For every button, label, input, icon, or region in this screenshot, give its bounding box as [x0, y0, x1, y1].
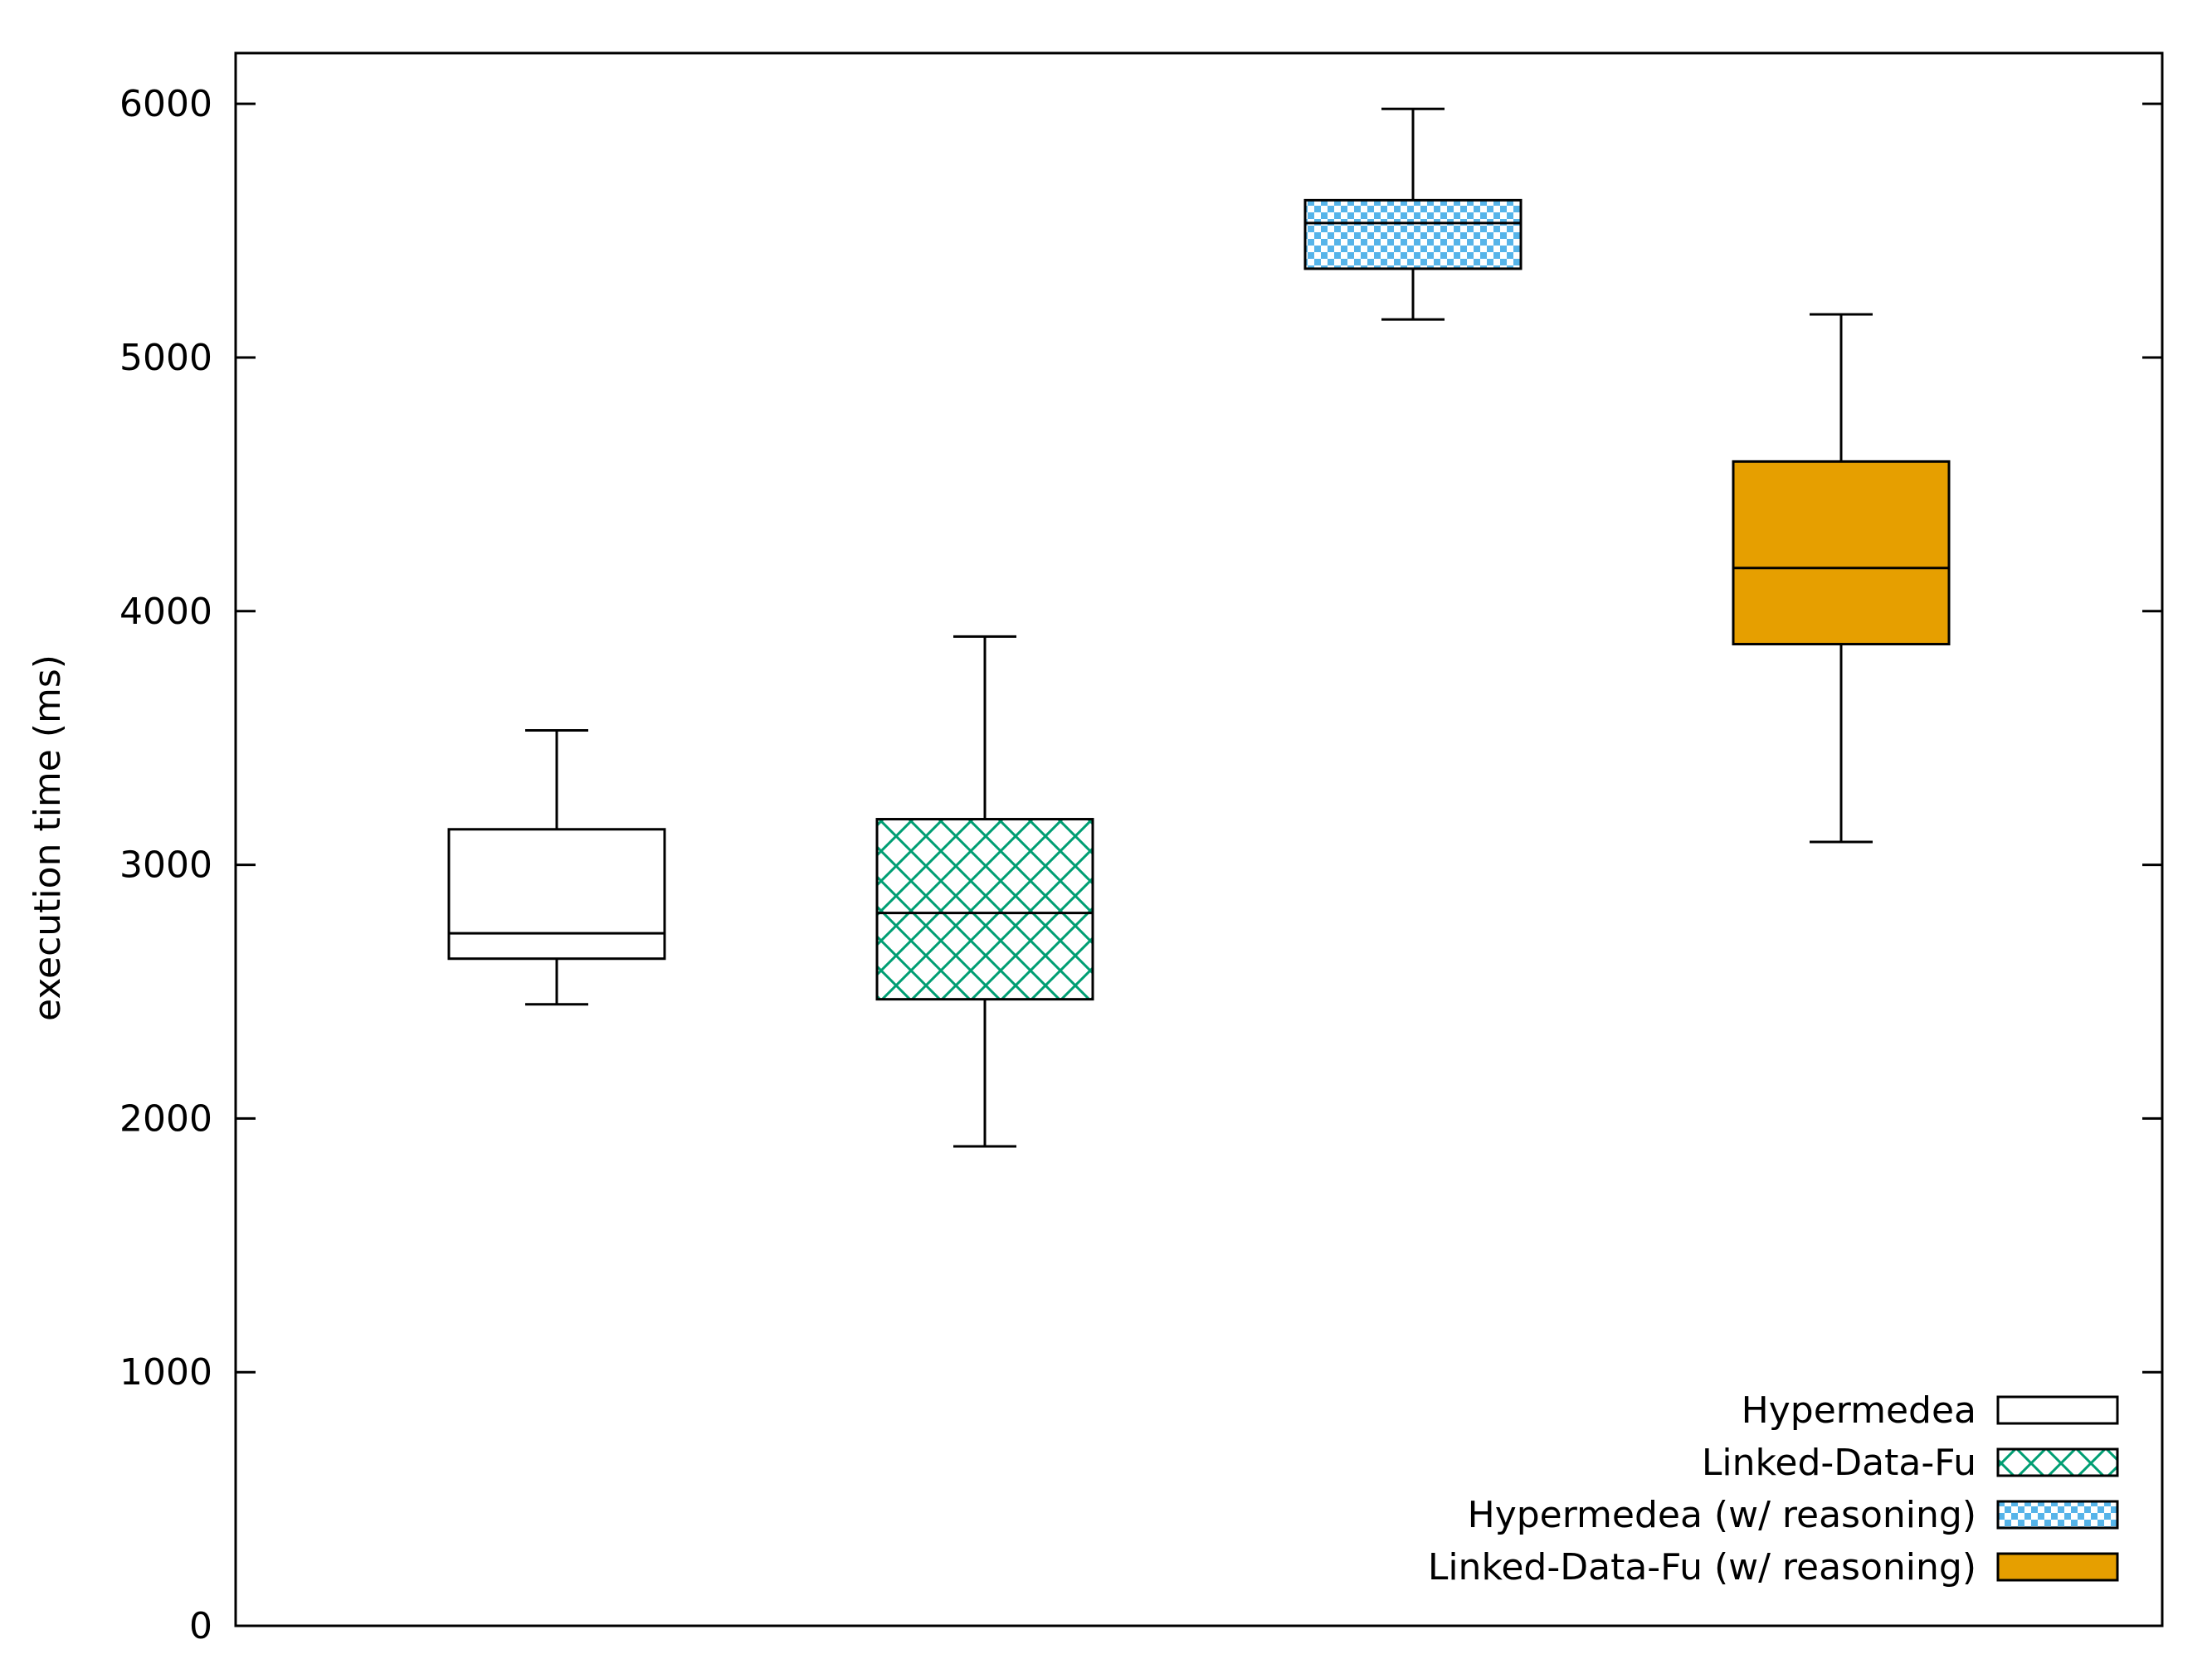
legend-swatch [1996, 1395, 2119, 1425]
legend-item: Linked-Data-Fu [1702, 1442, 2119, 1484]
y-tick-label: 2000 [119, 1097, 212, 1140]
y-tick-label: 1000 [119, 1351, 212, 1394]
y-tick-label: 4000 [119, 591, 212, 633]
box-linked-data-fu-w-reasoning [1732, 313, 1951, 844]
legend-item: Hypermedea [1742, 1389, 2119, 1432]
legend-label: Hypermedea [1742, 1389, 1976, 1432]
y-tick-label: 0 [189, 1605, 212, 1647]
iqr-box [1303, 198, 1523, 270]
box-hypermedea-w-reasoning [1303, 107, 1523, 321]
legend-swatch [1996, 1552, 2119, 1582]
legend-label: Linked-Data-Fu (w/ reasoning) [1428, 1546, 1976, 1588]
box-hypermedea [447, 729, 666, 1006]
box-linked-data-fu [875, 635, 1094, 1148]
y-tick-label: 3000 [119, 844, 212, 887]
legend-label: Hypermedea (w/ reasoning) [1468, 1494, 1976, 1536]
iqr-box [1732, 460, 1951, 646]
y-axis-label: execution time (ms) [27, 654, 69, 1021]
y-tick-label: 6000 [119, 83, 212, 125]
y-tick-label: 5000 [119, 337, 212, 379]
legend-item: Hypermedea (w/ reasoning) [1468, 1494, 2119, 1536]
iqr-box [875, 818, 1094, 1001]
iqr-box [447, 828, 666, 961]
legend-label: Linked-Data-Fu [1702, 1442, 1976, 1484]
legend-swatch [1996, 1447, 2119, 1477]
legend-item: Linked-Data-Fu (w/ reasoning) [1428, 1546, 2119, 1588]
legend-swatch [1996, 1500, 2119, 1530]
plot-frame [234, 51, 2164, 1627]
